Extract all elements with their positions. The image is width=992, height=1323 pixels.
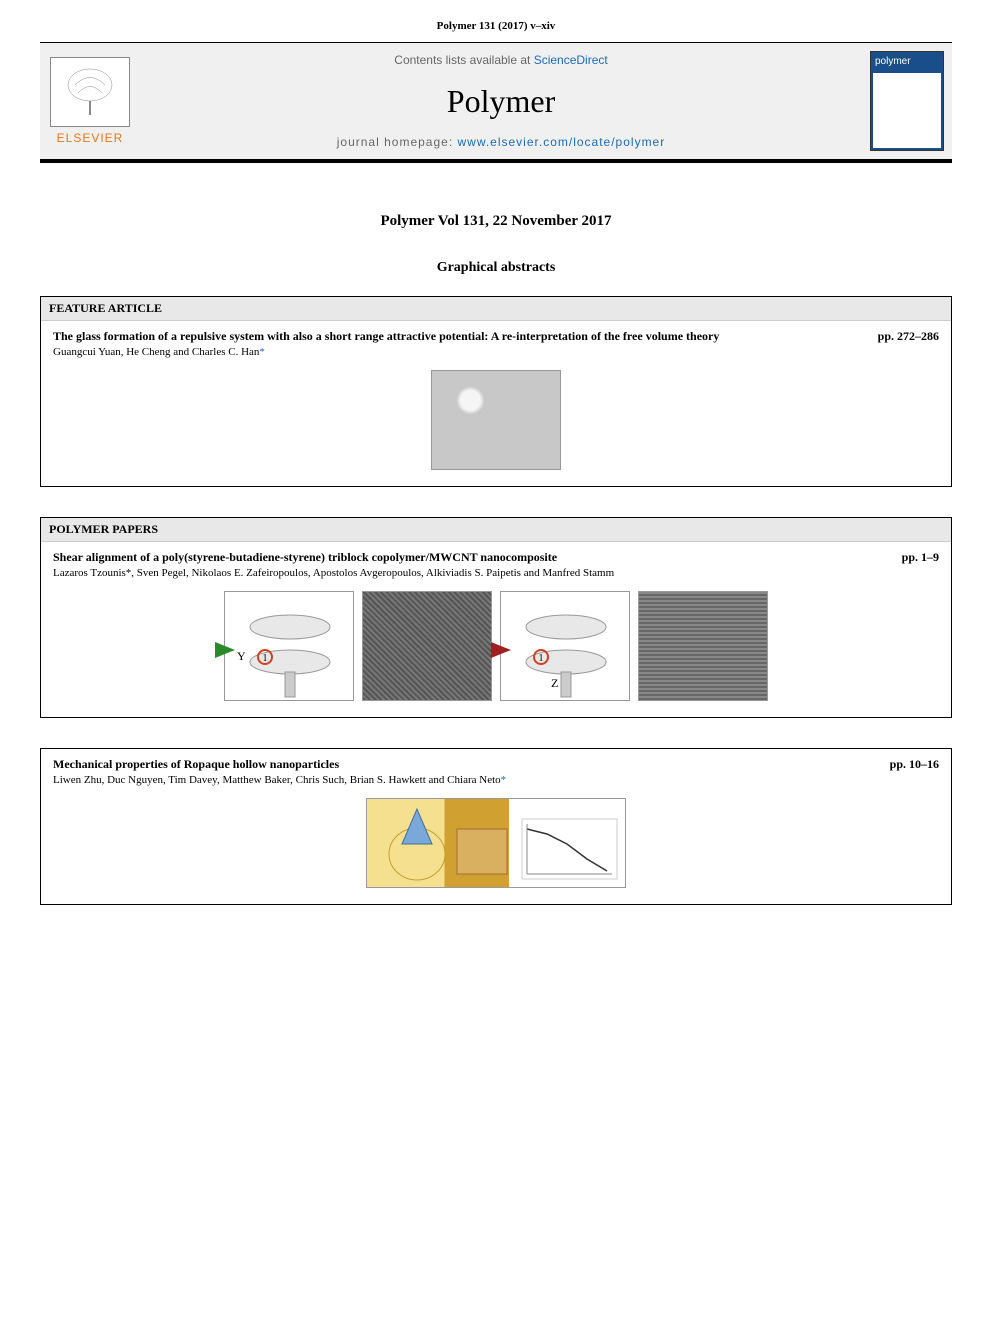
citation-line: Polymer 131 (2017) v–xiv bbox=[40, 20, 952, 32]
article-head: Mechanical properties of Ropaque hollow … bbox=[53, 757, 939, 772]
article-category: POLYMER PAPERS bbox=[41, 518, 951, 542]
cover-body-placeholder bbox=[873, 73, 941, 148]
article-authors: Lazaros Tzounis*, Sven Pegel, Nikolaos E… bbox=[53, 567, 939, 579]
article-body: Mechanical properties of Ropaque hollow … bbox=[41, 749, 951, 904]
svg-text:1: 1 bbox=[539, 653, 544, 664]
article-head: Shear alignment of a poly(styrene-butadi… bbox=[53, 550, 939, 565]
abstract-thumbnail-spheres bbox=[431, 370, 561, 470]
axis-label-z: Z bbox=[551, 676, 558, 690]
abstract-thumbnail-mechanical bbox=[366, 798, 626, 888]
article-pages: pp. 1–9 bbox=[902, 550, 939, 565]
article-body: Shear alignment of a poly(styrene-butadi… bbox=[41, 542, 951, 717]
axis-label-y: Y bbox=[237, 649, 246, 663]
article-box: FEATURE ARTICLE The glass formation of a… bbox=[40, 296, 952, 487]
article-box: Mechanical properties of Ropaque hollow … bbox=[40, 748, 952, 905]
journal-title: Polymer bbox=[140, 83, 862, 120]
abstract-thumbnail-diagram-z: 1 Z bbox=[500, 591, 630, 701]
abstract-thumbnail-diagram-y: 1 Y bbox=[224, 591, 354, 701]
red-arrow-icon bbox=[491, 642, 511, 658]
green-arrow-icon bbox=[215, 642, 235, 658]
article-head: The glass formation of a repulsive syste… bbox=[53, 329, 939, 344]
article-pages: pp. 10–16 bbox=[890, 757, 939, 772]
article-box: POLYMER PAPERS Shear alignment of a poly… bbox=[40, 517, 952, 718]
graphical-abstract-row bbox=[53, 798, 939, 888]
cover-label: polymer bbox=[871, 52, 943, 71]
abstract-thumbnail-texture-2 bbox=[638, 591, 768, 701]
graphical-abstract-row: 1 Y 1 Z bbox=[53, 591, 939, 701]
article-body: The glass formation of a repulsive syste… bbox=[41, 321, 951, 486]
homepage-line: journal homepage: www.elsevier.com/locat… bbox=[140, 135, 862, 149]
publisher-name: ELSEVIER bbox=[57, 131, 124, 145]
article-title[interactable]: The glass formation of a repulsive syste… bbox=[53, 329, 858, 344]
header-center: Contents lists available at ScienceDirec… bbox=[140, 43, 862, 159]
elsevier-tree-icon bbox=[50, 57, 130, 127]
contents-prefix: Contents lists available at bbox=[394, 53, 533, 67]
sciencedirect-link[interactable]: ScienceDirect bbox=[534, 53, 608, 67]
article-title[interactable]: Shear alignment of a poly(styrene-butadi… bbox=[53, 550, 882, 565]
journal-header: ELSEVIER Contents lists available at Sci… bbox=[40, 42, 952, 163]
journal-cover-box: polymer bbox=[862, 43, 952, 159]
article-pages: pp. 272–286 bbox=[878, 329, 939, 344]
corresponding-mark: * bbox=[501, 774, 507, 786]
article-category: FEATURE ARTICLE bbox=[41, 297, 951, 321]
article-authors: Liwen Zhu, Duc Nguyen, Tim Davey, Matthe… bbox=[53, 774, 939, 786]
issue-title: Polymer Vol 131, 22 November 2017 bbox=[40, 213, 952, 230]
contents-available-line: Contents lists available at ScienceDirec… bbox=[140, 53, 862, 67]
article-authors: Guangcui Yuan, He Cheng and Charles C. H… bbox=[53, 346, 939, 358]
authors-text: Guangcui Yuan, He Cheng and Charles C. H… bbox=[53, 346, 259, 358]
publisher-logo-box: ELSEVIER bbox=[40, 43, 140, 159]
homepage-prefix: journal homepage: bbox=[337, 135, 458, 149]
authors-text: Lazaros Tzounis*, Sven Pegel, Nikolaos E… bbox=[53, 567, 614, 579]
article-title[interactable]: Mechanical properties of Ropaque hollow … bbox=[53, 757, 870, 772]
graphical-abstract-row bbox=[53, 370, 939, 470]
abstract-thumbnail-texture-1 bbox=[362, 591, 492, 701]
authors-text: Liwen Zhu, Duc Nguyen, Tim Davey, Matthe… bbox=[53, 774, 501, 786]
svg-text:1: 1 bbox=[263, 653, 268, 664]
journal-cover-thumbnail: polymer bbox=[870, 51, 944, 151]
homepage-link[interactable]: www.elsevier.com/locate/polymer bbox=[458, 135, 666, 149]
graphical-abstracts-heading: Graphical abstracts bbox=[40, 260, 952, 276]
corresponding-mark: * bbox=[259, 346, 265, 358]
